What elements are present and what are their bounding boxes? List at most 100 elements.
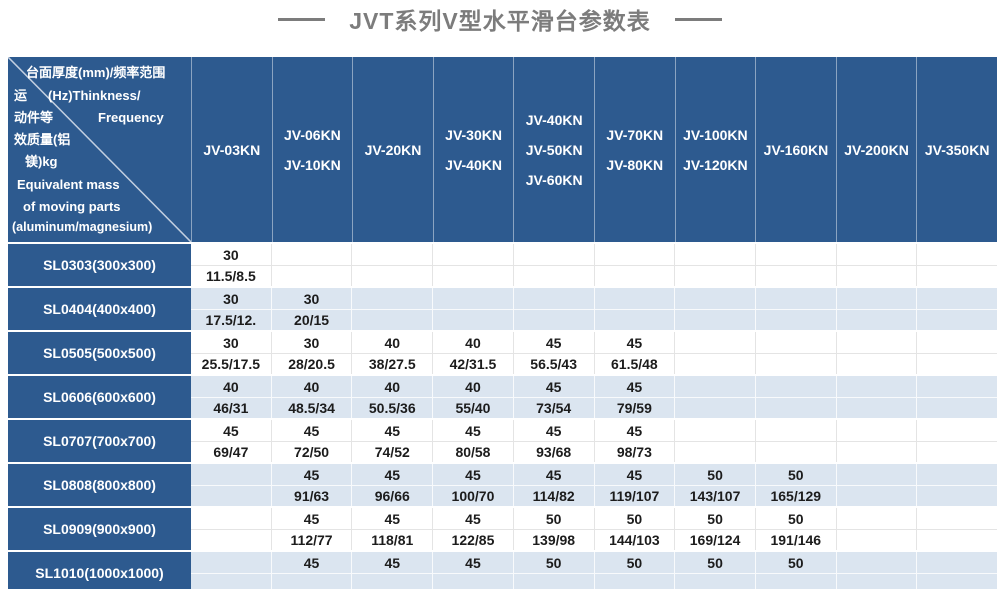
thickness-value xyxy=(917,288,997,309)
data-cell xyxy=(674,244,755,286)
thickness-value xyxy=(837,332,917,353)
corner-label-line: (Hz)Thinkness/ xyxy=(48,88,141,103)
table-body: SL0303(300x300) 30 11.5/8.5 SL0404(400x400)… xyxy=(8,242,998,589)
frequency-value xyxy=(675,353,755,374)
frequency-value xyxy=(675,397,755,418)
data-cell: 50 139/98 xyxy=(512,508,594,550)
thickness-value xyxy=(433,288,513,309)
data-cell: 50 191/146 xyxy=(754,508,836,550)
column-header-line: JV-160KN xyxy=(763,141,829,158)
data-cell: 50 144/103 xyxy=(593,508,675,550)
frequency-value: 28/20.5 xyxy=(271,353,352,374)
thickness-value xyxy=(675,288,755,309)
thickness-value xyxy=(917,420,997,441)
corner-label-line: Frequency xyxy=(98,110,164,125)
data-cell: 40 42/31.5 xyxy=(432,332,513,374)
column-header-line: JV-03KN xyxy=(203,141,261,158)
thickness-value: 45 xyxy=(303,510,320,527)
data-cell: 45 56.5/43 xyxy=(512,332,594,374)
data-cell: 45 80/58 xyxy=(432,420,513,462)
data-cell xyxy=(674,288,755,330)
table-header-row: 台面厚度(mm)/频率范围 运 (Hz)Thinkness/ 动件等 Frequ… xyxy=(8,57,997,242)
diagonal-divider xyxy=(8,57,191,242)
frequency-value xyxy=(917,441,998,462)
thickness-value: 50 xyxy=(787,554,804,571)
thickness-value: 45 xyxy=(303,554,320,571)
frequency-value xyxy=(594,265,675,286)
parameter-table: 台面厚度(mm)/频率范围 运 (Hz)Thinkness/ 动件等 Frequ… xyxy=(8,57,998,589)
data-cell xyxy=(835,376,917,418)
thickness-value: 45 xyxy=(303,422,320,439)
frequency-value xyxy=(755,573,836,589)
data-cell: 45 114/82 xyxy=(512,464,594,506)
frequency-value xyxy=(836,485,917,506)
thickness-value: 30 xyxy=(223,290,239,307)
frequency-value: 74/52 xyxy=(352,441,433,462)
frequency-value: 61.5/48 xyxy=(594,353,675,374)
column-header-line: JV-50KN xyxy=(525,141,583,158)
thickness-value: 45 xyxy=(223,422,239,439)
page-title: JVT系列V型水平滑台参数表 xyxy=(349,8,651,34)
thickness-value: 45 xyxy=(626,466,643,483)
thickness-value: 50 xyxy=(626,554,643,571)
thickness-value xyxy=(191,508,271,529)
row-header: SL0808(800x800) xyxy=(8,464,191,506)
frequency-value: 25.5/17.5 xyxy=(191,353,271,374)
data-cell xyxy=(916,464,998,506)
data-cell: 40 55/40 xyxy=(432,376,513,418)
data-cell xyxy=(432,244,513,286)
data-cell xyxy=(754,376,836,418)
thickness-value xyxy=(917,464,997,485)
frequency-value xyxy=(755,265,836,286)
data-cell: 45 100/70 xyxy=(432,464,513,506)
thickness-value: 50 xyxy=(707,466,723,483)
column-header-line: JV-70KN xyxy=(606,126,664,143)
column-header-line: JV-120KN xyxy=(683,156,748,173)
frequency-value: 42/31.5 xyxy=(433,353,513,374)
column-header-line: JV-200KN xyxy=(844,141,909,158)
data-cell xyxy=(916,376,998,418)
title-bar: JVT系列V型水平滑台参数表 xyxy=(0,0,1000,38)
thickness-value xyxy=(352,244,432,265)
data-cell: 50 165/129 xyxy=(754,464,836,506)
data-cell xyxy=(916,508,998,550)
frequency-value xyxy=(917,265,998,286)
data-cell xyxy=(916,332,998,374)
frequency-value: 79/59 xyxy=(594,397,675,418)
thickness-value xyxy=(191,464,271,485)
thickness-value xyxy=(837,464,917,485)
thickness-value: 40 xyxy=(465,378,481,395)
frequency-value: 20/15 xyxy=(271,309,352,330)
frequency-value xyxy=(352,573,433,589)
table-row: SL0303(300x300) 30 11.5/8.5 xyxy=(8,242,998,286)
corner-label-line: Equivalent mass xyxy=(17,177,120,192)
column-header-line: JV-06KN xyxy=(283,126,341,143)
thickness-value: 45 xyxy=(384,422,401,439)
thickness-value: 45 xyxy=(303,466,320,483)
data-cell: 30 20/15 xyxy=(270,288,352,330)
frequency-value xyxy=(755,397,836,418)
data-cell: 30 11.5/8.5 xyxy=(191,244,271,286)
thickness-value: 45 xyxy=(545,378,562,395)
column-header-line: JV-30KN xyxy=(445,126,502,143)
column-header: JV-350KN xyxy=(916,57,997,242)
thickness-value xyxy=(837,508,917,529)
data-cell xyxy=(191,464,271,506)
data-cell: 50 xyxy=(674,552,755,589)
data-cell: 45 73/54 xyxy=(512,376,594,418)
data-cell xyxy=(754,288,836,330)
frequency-value: 100/70 xyxy=(433,485,513,506)
corner-label-line: 效质量(铝 xyxy=(14,132,71,147)
data-cell: 45 61.5/48 xyxy=(593,332,675,374)
data-cell: 30 28/20.5 xyxy=(270,332,352,374)
frequency-value: 55/40 xyxy=(433,397,513,418)
data-cell xyxy=(512,288,594,330)
column-header-line: JV-80KN xyxy=(606,156,664,173)
table-row: SL1010(1000x1000) 45 45 45 50 50 50 50 xyxy=(8,550,998,589)
thickness-value xyxy=(837,244,917,265)
thickness-value xyxy=(917,244,997,265)
header-columns: JV-03KN JV-06KN JV-10KN JV-20KN JV-30KN JV-40… xyxy=(191,57,997,242)
thickness-value: 40 xyxy=(384,378,401,395)
frequency-value: 143/107 xyxy=(675,485,755,506)
data-cell xyxy=(754,244,836,286)
